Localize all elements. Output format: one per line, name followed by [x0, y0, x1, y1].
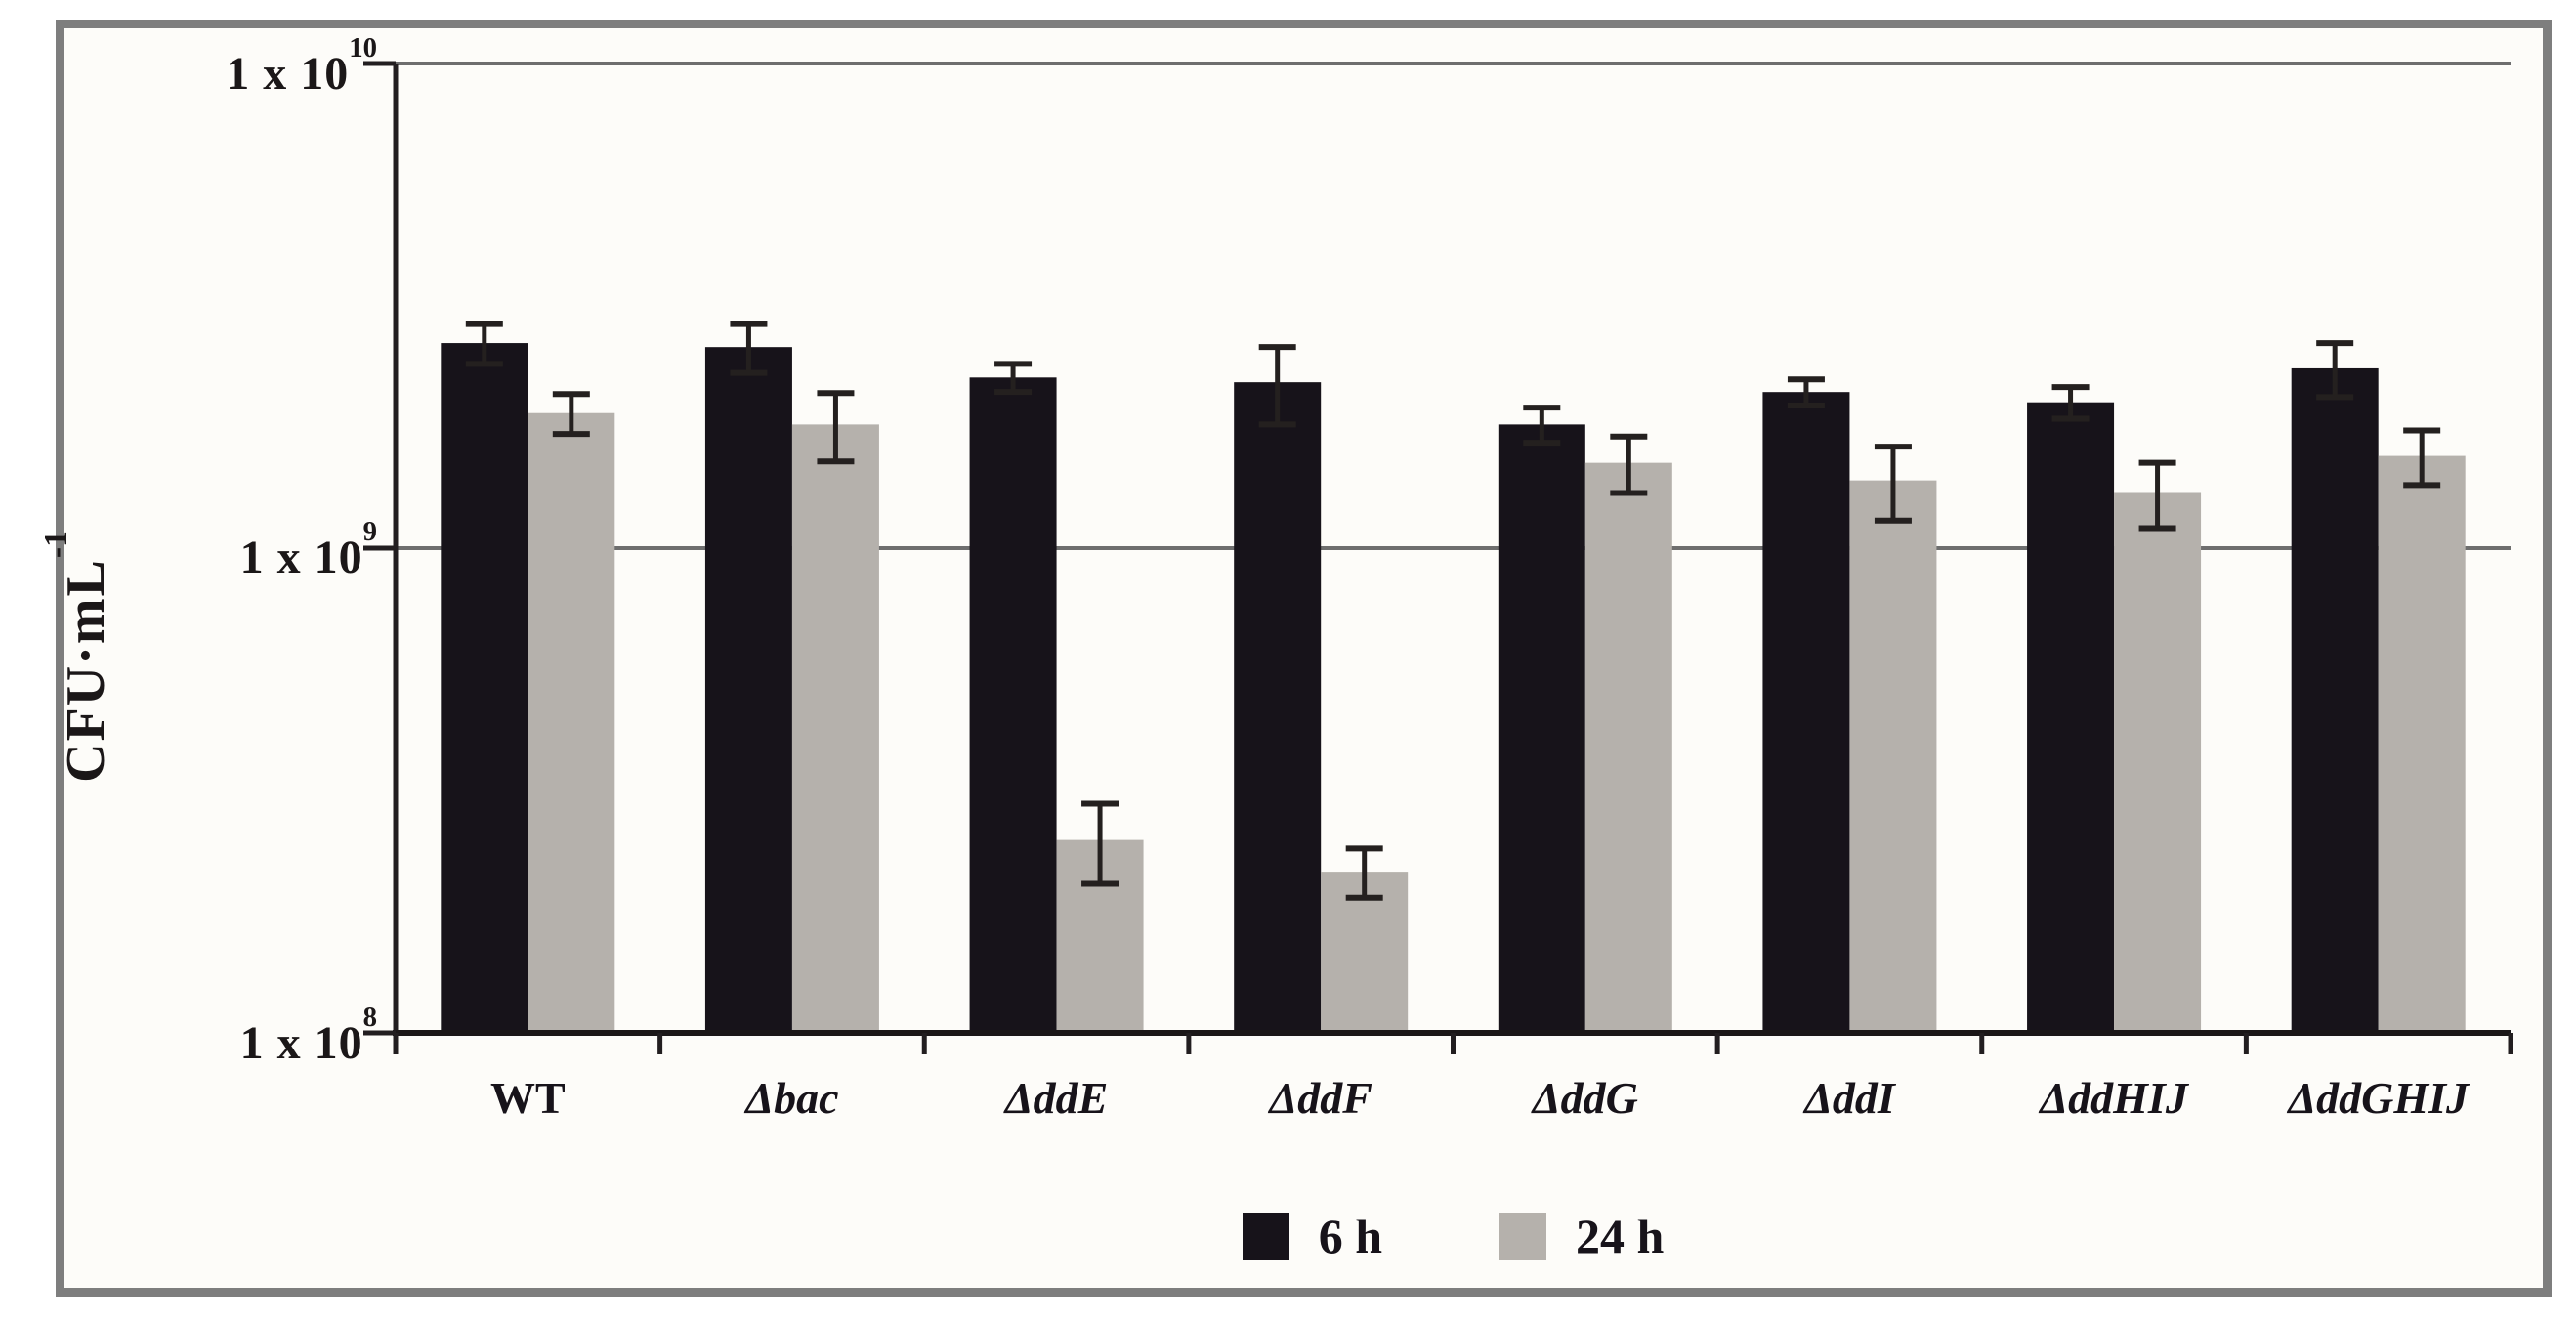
y-tick-label-1e10: 1 x 1010	[0, 29, 377, 108]
y-tick-base: 1 x 10	[239, 532, 363, 583]
y-tick-exponent: 8	[362, 1002, 377, 1034]
legend-item-24h: 24 h	[1499, 1208, 1664, 1264]
bar-6h-WT	[441, 343, 528, 1033]
y-tick-exponent: 10	[349, 32, 377, 64]
bar-6h-ΔddHIJ	[2027, 402, 2115, 1034]
legend-label: 6 h	[1318, 1209, 1382, 1263]
bar-6h-ΔddI	[1762, 392, 1850, 1034]
category-label-0: WT	[489, 1073, 566, 1123]
category-label-3: ΔddF	[1269, 1073, 1372, 1123]
legend: 6 h 24 h	[396, 1208, 2511, 1264]
category-label-4: ΔddG	[1532, 1073, 1638, 1123]
legend-swatch-24h	[1499, 1213, 1546, 1260]
y-axis-label-text: CFU·mL	[56, 558, 116, 783]
bar-24h-ΔddGHIJ	[2378, 455, 2466, 1034]
y-axis-label: CFU·mL-1	[38, 531, 117, 783]
y-axis-label-exponent: -1	[37, 531, 74, 559]
category-label-6: ΔddHIJ	[2040, 1073, 2188, 1123]
y-tick-exponent: 9	[362, 516, 377, 548]
bar-6h-ΔddF	[1234, 382, 1322, 1034]
legend-swatch-6h	[1242, 1213, 1289, 1260]
category-label-5: ΔddI	[1804, 1073, 1895, 1123]
category-label-7: ΔddGHIJ	[2288, 1073, 2470, 1123]
bar-6h-ΔddE	[969, 377, 1057, 1033]
bar-6h-Δbac	[704, 347, 792, 1033]
legend-label: 24 h	[1576, 1209, 1665, 1263]
bar-6h-ΔddGHIJ	[2291, 367, 2379, 1034]
category-label-1: Δbac	[745, 1073, 839, 1123]
y-tick-label-1e9: 1 x 109	[0, 513, 377, 592]
bar-24h-Δbac	[791, 424, 879, 1033]
bar-24h-ΔddG	[1584, 462, 1672, 1034]
category-label-2: ΔddE	[1004, 1073, 1109, 1123]
bar-24h-ΔddI	[1849, 480, 1937, 1033]
bar-6h-ΔddG	[1498, 424, 1585, 1033]
bar-24h-ΔddHIJ	[2114, 492, 2202, 1033]
y-tick-base: 1 x 10	[239, 1017, 363, 1069]
y-tick-label-1e8: 1 x 108	[0, 999, 377, 1078]
bar-24h-WT	[528, 412, 615, 1033]
legend-item-6h: 6 h	[1242, 1208, 1382, 1264]
y-tick-base: 1 x 10	[226, 48, 350, 100]
